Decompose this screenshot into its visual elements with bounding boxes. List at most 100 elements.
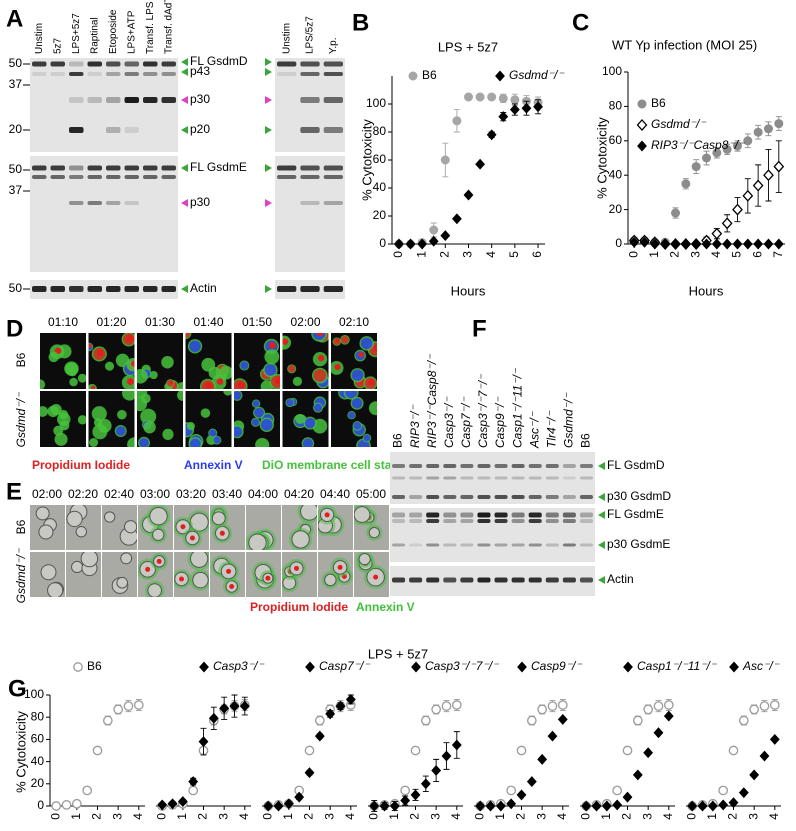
blot-band [477, 519, 491, 523]
micrograph [185, 391, 232, 447]
marker-point [410, 789, 421, 801]
cell-stain [54, 347, 62, 355]
marker-point [73, 662, 83, 672]
blot-band [161, 97, 176, 103]
arrow [265, 68, 272, 76]
cell [56, 412, 71, 427]
y-axis-label: % Cytotoxicity [594, 117, 609, 199]
band-label: Actin [607, 572, 634, 586]
blot-band [562, 476, 576, 480]
lane-label: Raptinal [89, 17, 100, 54]
cell [69, 377, 78, 387]
marker-point [601, 800, 612, 812]
cell-stain [302, 438, 313, 447]
chart-title: WT Yp infection (MOI 25) [612, 37, 757, 52]
blot-band [50, 72, 65, 76]
legend-label: Casp7⁻/⁻ [319, 659, 371, 673]
marker-point [452, 116, 462, 126]
cell-stain [363, 434, 371, 442]
x-tick-label: 1 [387, 813, 401, 820]
marker-point [773, 238, 784, 250]
x-tick-label: 7 [771, 251, 785, 258]
cell [190, 552, 209, 568]
cell-stain [234, 391, 242, 400]
y-tick-label: 100 [366, 96, 386, 110]
cell-stain [216, 378, 224, 385]
blot-band [409, 543, 423, 547]
mw-marker: 50 [9, 56, 23, 70]
blot-band [277, 165, 297, 171]
cell [300, 505, 317, 521]
marker-point [632, 715, 643, 726]
cell-stain [252, 400, 260, 408]
cell [53, 425, 64, 436]
blot-band [545, 495, 559, 499]
blot-band [460, 476, 474, 480]
cell [368, 401, 377, 416]
x-tick-label: 1 [647, 251, 661, 258]
row-label: Gsdmd⁻/⁻ [14, 547, 28, 603]
blot-band [69, 61, 84, 67]
blot-band [300, 97, 320, 103]
cell-stain [282, 338, 289, 345]
blot-band [106, 72, 121, 76]
marker-point [314, 715, 325, 726]
cell-stain [358, 351, 364, 358]
blot-band [124, 286, 139, 292]
marker-point [526, 715, 537, 726]
y-tick-label: 40 [609, 167, 623, 181]
x-tick-label: 3 [746, 813, 760, 820]
blot-band [32, 72, 47, 76]
cell [35, 506, 50, 521]
cell [40, 379, 46, 389]
blot-band [124, 165, 139, 171]
panel-letter: D [6, 315, 23, 342]
marker-point [506, 785, 517, 796]
marker-point [177, 796, 188, 808]
marker-point [517, 661, 527, 673]
marker-point [738, 787, 749, 799]
blot-band [106, 165, 121, 171]
cell-stain [286, 399, 294, 407]
blot-band [69, 165, 84, 171]
marker-point [629, 236, 640, 248]
cell-stain [180, 524, 186, 530]
marker-point [769, 700, 780, 710]
marker-point [752, 179, 764, 192]
x-tick-label: 3 [688, 251, 702, 258]
marker-point [643, 747, 654, 759]
panel-letter: A [6, 5, 23, 32]
stain-label: DiO membrane cell stain [262, 458, 402, 472]
x-tick-label: 4 [449, 813, 463, 820]
x-tick-label: 1 [414, 251, 428, 258]
marker-point [239, 700, 250, 712]
x-tick-label: 2 [514, 813, 528, 820]
lane-label: Transf. dAdT [163, 0, 174, 54]
cell [208, 366, 221, 379]
blot-band [528, 577, 542, 583]
blot-band [562, 543, 576, 547]
x-tick-label: 3 [110, 813, 124, 820]
marker-point [92, 745, 103, 756]
blot-band [69, 127, 84, 133]
y-tick-label: 60 [609, 133, 623, 147]
arrow [265, 126, 272, 134]
x-tick-label: 1 [705, 813, 719, 820]
time-label: 03:00 [140, 487, 170, 501]
marker-point [521, 102, 532, 114]
blot-band [477, 495, 491, 499]
arrow [181, 164, 188, 172]
blot-band [545, 464, 559, 468]
marker-point [219, 702, 230, 714]
blot-band [494, 577, 508, 583]
micrograph [138, 552, 173, 597]
blot-band [545, 512, 559, 518]
micrograph [30, 505, 65, 550]
blot-band [562, 512, 576, 518]
x-tick-label: 3 [461, 251, 475, 258]
cell [65, 362, 78, 376]
cell-stain [219, 530, 225, 536]
lane-label: LPS+5z7 [71, 13, 82, 54]
mw-marker: 37 [9, 77, 23, 91]
cell [186, 422, 195, 431]
